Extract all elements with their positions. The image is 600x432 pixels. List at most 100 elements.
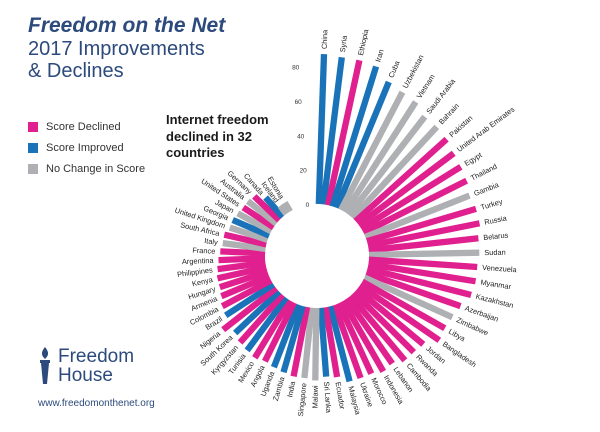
bar-armenia <box>220 273 271 300</box>
bar-estonia <box>282 200 293 214</box>
bar-kyrgyzstan <box>237 292 285 345</box>
bar-germany <box>252 194 282 223</box>
country-label-russia: Russia <box>484 213 509 226</box>
country-label-ethiopia: Ethiopia <box>356 27 371 56</box>
title-line-3: & Declines <box>28 59 124 82</box>
bar-zimbabwe <box>363 274 454 321</box>
bar-morocco <box>335 301 375 376</box>
bar-italy <box>222 239 266 253</box>
country-label-france: France <box>192 246 215 256</box>
bar-ethiopia <box>324 59 363 206</box>
bar-russia <box>367 220 481 249</box>
country-label-thailand: Thailand <box>469 162 498 183</box>
bar-united-states <box>241 204 276 231</box>
axis-tick-label-20: 20 <box>300 168 308 175</box>
bar-sudan <box>368 249 480 259</box>
bar-nigeria <box>221 285 279 333</box>
bar-sri-lanka <box>317 307 330 377</box>
bar-singapore <box>301 307 315 379</box>
title-line-2: 2017 Improvements <box>28 37 205 60</box>
country-label-myanmar: Myanmar <box>480 278 512 292</box>
bar-ecuador <box>322 306 341 378</box>
bar-brazil <box>223 281 276 319</box>
bar-angola <box>262 301 297 363</box>
bar-bahrain <box>350 124 440 221</box>
bar-bangladesh <box>358 282 442 343</box>
bar-cuba <box>333 80 392 210</box>
title-line-1: Freedom on the Net <box>28 14 226 37</box>
country-label-argentina: Argentina <box>182 256 215 266</box>
bar-argentina <box>218 255 266 264</box>
legend-item-unchanged: No Change in Score <box>28 158 145 179</box>
axis-tick-label-80: 80 <box>292 65 300 72</box>
bar-pakistan <box>353 136 449 224</box>
annotation: Internet freedom declined in 32 countrie… <box>166 112 286 162</box>
legend-swatch-declined <box>28 121 38 132</box>
bar-iran <box>329 65 380 208</box>
bar-south-korea <box>233 289 282 336</box>
country-label-cuba: Cuba <box>387 59 402 80</box>
bar-rwanda <box>351 290 417 355</box>
axis-tick-label-60: 60 <box>295 99 303 106</box>
bar-saudi-arabia <box>346 114 428 217</box>
bar-uzbekistan <box>338 90 406 212</box>
bar-thailand <box>362 177 469 236</box>
annotation-line-1: Internet freedom <box>166 112 269 127</box>
legend-label-declined: Score Declined <box>46 120 121 133</box>
logo-line-1: Freedom <box>58 346 135 367</box>
bar-ukraine <box>331 303 364 380</box>
country-label-kazakhstan: Kazakhstan <box>475 292 515 310</box>
country-label-china: China <box>320 29 330 50</box>
bar-syria <box>320 56 345 205</box>
country-label-malawi: Malawi <box>310 385 319 408</box>
bar-turkey <box>366 205 477 245</box>
website-link[interactable]: www.freedomonthenet.org <box>38 398 155 409</box>
bar-myanmar <box>367 261 477 285</box>
country-label-vietnam: Vietnam <box>415 73 437 101</box>
bar-china <box>315 53 328 205</box>
country-label-iran: Iran <box>373 48 385 63</box>
bar-uganda <box>270 303 302 369</box>
bar-indonesia <box>340 299 387 373</box>
bar-south-africa <box>223 231 268 248</box>
bar-lebanon <box>344 296 395 366</box>
country-label-belarus: Belarus <box>483 230 509 242</box>
bar-malawi <box>312 307 320 381</box>
bar-mexico <box>252 298 293 360</box>
bar-venezuela <box>368 256 478 271</box>
legend-swatch-improved <box>28 142 38 153</box>
chart-title: Freedom on the Net 2017 Improvements & D… <box>28 14 288 82</box>
annotation-line-2: declined in 32 <box>166 128 252 144</box>
annotation-line-3: countries <box>166 145 225 161</box>
legend-item-improved: Score Improved <box>28 137 145 158</box>
legend-label-unchanged: No Change in Score <box>46 162 146 175</box>
bar-japan <box>236 210 273 235</box>
bar-india <box>290 306 311 378</box>
bar-australia <box>245 198 279 227</box>
bar-azerbaijan <box>365 270 462 310</box>
country-label-egypt: Egypt <box>463 150 484 168</box>
bar-georgia <box>231 217 271 239</box>
bar-cambodia <box>348 293 408 363</box>
bar-philippines <box>217 259 266 273</box>
logo-line-2: House <box>58 365 113 386</box>
bar-canada <box>263 195 286 219</box>
legend-item-declined: Score Declined <box>28 116 145 137</box>
country-label-sudan: Sudan <box>484 248 506 257</box>
axis-tick-label-0: 0 <box>306 202 310 209</box>
bar-libya <box>360 278 447 331</box>
country-label-venezuela: Venezuela <box>482 263 518 274</box>
country-label-bangladesh: Bangladesh <box>441 339 478 369</box>
bar-belarus <box>368 235 479 254</box>
country-label-india: India <box>285 380 297 398</box>
country-label-singapore: Singapore <box>296 383 308 417</box>
bar-kenya <box>216 264 267 282</box>
bar-hungary <box>218 268 269 291</box>
country-label-turkey: Turkey <box>480 197 504 212</box>
bar-colombia <box>220 277 273 309</box>
bar-gambia <box>364 192 471 240</box>
country-label-gambia: Gambia <box>473 180 501 198</box>
bar-tunisia <box>244 295 289 353</box>
country-label-ecuador: Ecuador <box>334 381 347 410</box>
